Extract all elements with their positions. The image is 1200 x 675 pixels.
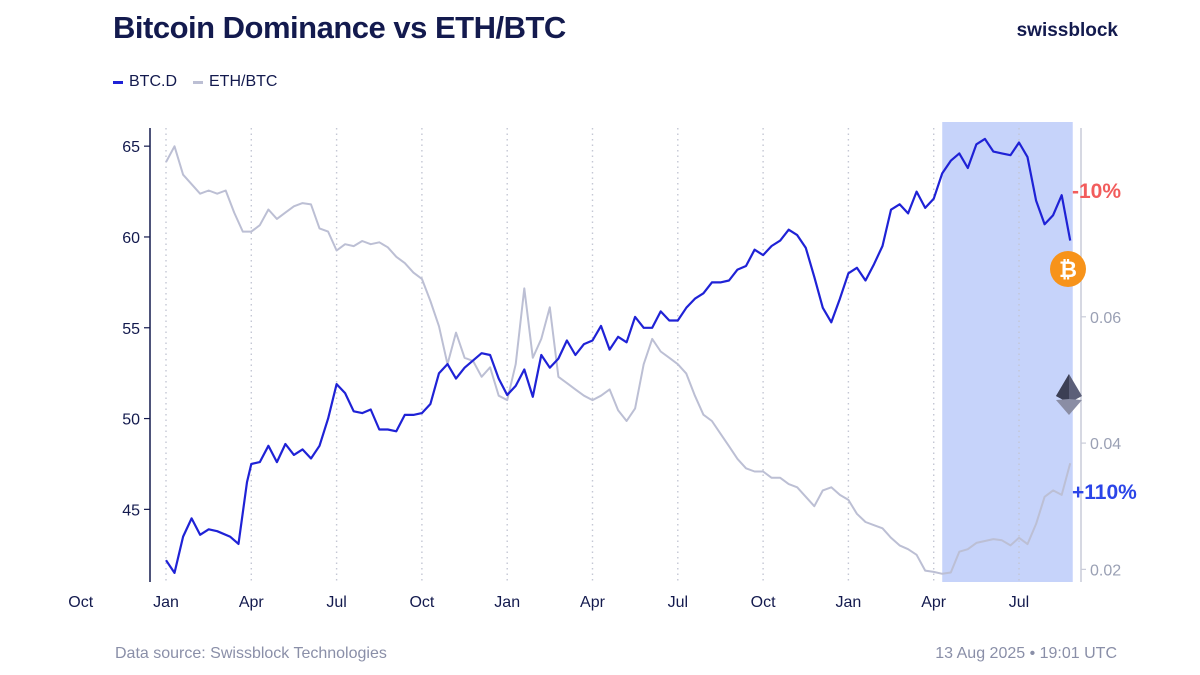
data-source: Data source: Swissblock Technologies xyxy=(115,645,387,662)
ethereum-icon-lower xyxy=(1056,399,1082,415)
legend-swatch-eth xyxy=(193,80,203,84)
right-tick-label: 0.02 xyxy=(1090,562,1121,579)
eth-change-annotation: +110% xyxy=(1072,481,1137,504)
left-tick-label: 60 xyxy=(122,230,140,247)
x-tick-label: Oct xyxy=(409,594,434,611)
highlight-band xyxy=(942,122,1073,582)
left-tick-label: 65 xyxy=(122,139,140,156)
brand-logo[interactable]: swissblock xyxy=(1016,20,1118,41)
x-tick-label: Jul xyxy=(668,594,688,611)
chart-legend: BTC.D ETH/BTC xyxy=(113,73,293,91)
x-tick-label: Oct xyxy=(751,594,776,611)
x-tick-label: Apr xyxy=(239,594,265,611)
legend-item-eth[interactable]: ETH/BTC xyxy=(193,73,277,91)
right-tick-label: 0.04 xyxy=(1090,436,1121,453)
x-tick-label: Jan xyxy=(153,594,179,611)
legend-item-btc[interactable]: BTC.D xyxy=(113,73,177,91)
x-tick-label: Jul xyxy=(1009,594,1029,611)
ethereum-icon-shade xyxy=(1056,374,1069,403)
legend-label-btc: BTC.D xyxy=(129,73,177,90)
bitcoin-icon-glyph: ₿ xyxy=(1059,257,1077,282)
x-tick-label: Apr xyxy=(580,594,606,611)
x-tick-label: Jan xyxy=(836,594,862,611)
timestamp: 13 Aug 2025 • 19:01 UTC xyxy=(935,645,1117,662)
x-tick-label: Jan xyxy=(494,594,520,611)
series-line-eth-btc xyxy=(165,145,1072,575)
left-tick-label: 50 xyxy=(122,412,140,429)
left-tick-label: 45 xyxy=(122,502,140,519)
x-tick-label: Oct xyxy=(68,594,93,611)
left-tick-label: 55 xyxy=(122,321,140,338)
btc-change-annotation: -10% xyxy=(1072,180,1121,203)
x-tick-label: Jul xyxy=(326,594,346,611)
right-tick-label: 0.06 xyxy=(1090,310,1121,327)
series-line-btc-d xyxy=(165,137,1072,574)
legend-label-eth: ETH/BTC xyxy=(209,73,278,90)
legend-swatch-btc xyxy=(113,80,123,84)
bitcoin-icon xyxy=(1050,251,1086,287)
chart-title: Bitcoin Dominance vs ETH/BTC xyxy=(113,10,566,45)
x-tick-label: Apr xyxy=(921,594,947,611)
